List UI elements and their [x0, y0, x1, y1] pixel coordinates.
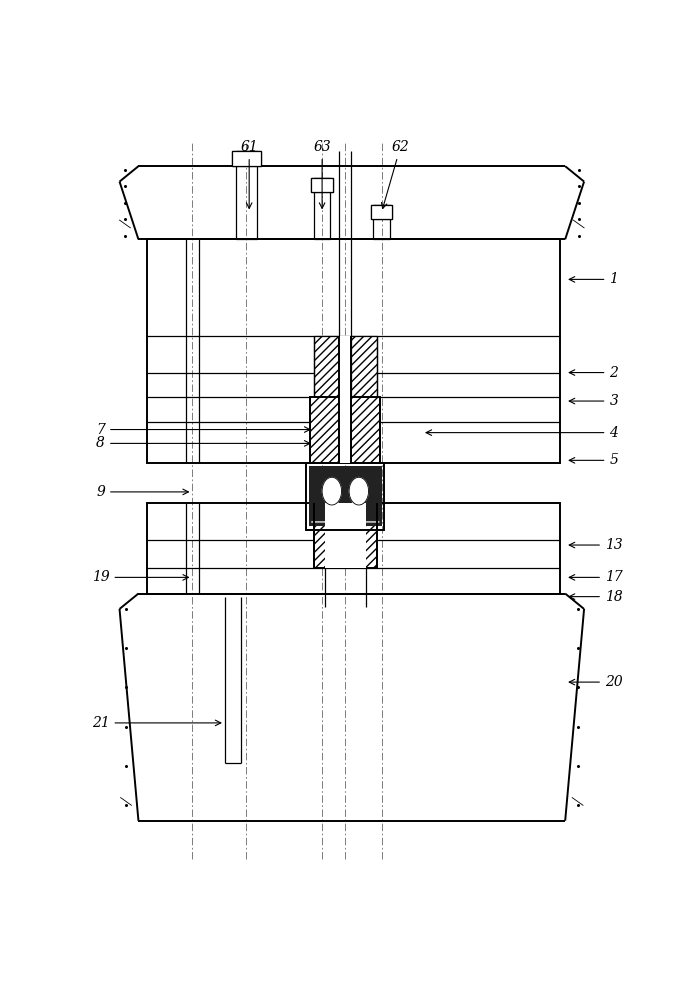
Bar: [371, 205, 392, 219]
Text: 3: 3: [569, 394, 618, 408]
Bar: [314, 503, 376, 568]
Bar: [236, 151, 257, 239]
Bar: [232, 151, 261, 166]
Bar: [312, 178, 333, 192]
Bar: [371, 205, 392, 219]
Bar: [232, 151, 261, 166]
Text: 62: 62: [381, 140, 409, 209]
Text: 4: 4: [426, 426, 618, 440]
Bar: [307, 463, 384, 530]
Text: 17: 17: [569, 570, 622, 584]
Bar: [339, 336, 351, 397]
Bar: [310, 397, 339, 463]
Bar: [325, 503, 366, 568]
Bar: [309, 466, 381, 526]
Bar: [146, 503, 560, 594]
Text: 61: 61: [240, 140, 258, 208]
Circle shape: [322, 477, 342, 505]
Text: 8: 8: [96, 436, 310, 450]
Text: 13: 13: [569, 538, 622, 552]
Text: 20: 20: [569, 675, 622, 689]
Text: 21: 21: [92, 716, 221, 730]
Bar: [312, 178, 333, 192]
Bar: [314, 336, 339, 397]
Text: 9: 9: [96, 485, 188, 499]
Text: 63: 63: [313, 140, 331, 208]
Bar: [351, 397, 381, 463]
Bar: [339, 397, 351, 463]
Circle shape: [349, 477, 369, 505]
Text: 2: 2: [569, 366, 618, 380]
Text: 1: 1: [569, 272, 618, 286]
Bar: [351, 336, 376, 397]
Bar: [146, 239, 560, 463]
Bar: [314, 178, 330, 239]
Text: 19: 19: [92, 570, 188, 584]
Text: 18: 18: [569, 590, 622, 604]
Text: 7: 7: [96, 423, 310, 437]
Text: 5: 5: [569, 453, 618, 467]
Bar: [374, 205, 390, 239]
Bar: [314, 503, 376, 568]
